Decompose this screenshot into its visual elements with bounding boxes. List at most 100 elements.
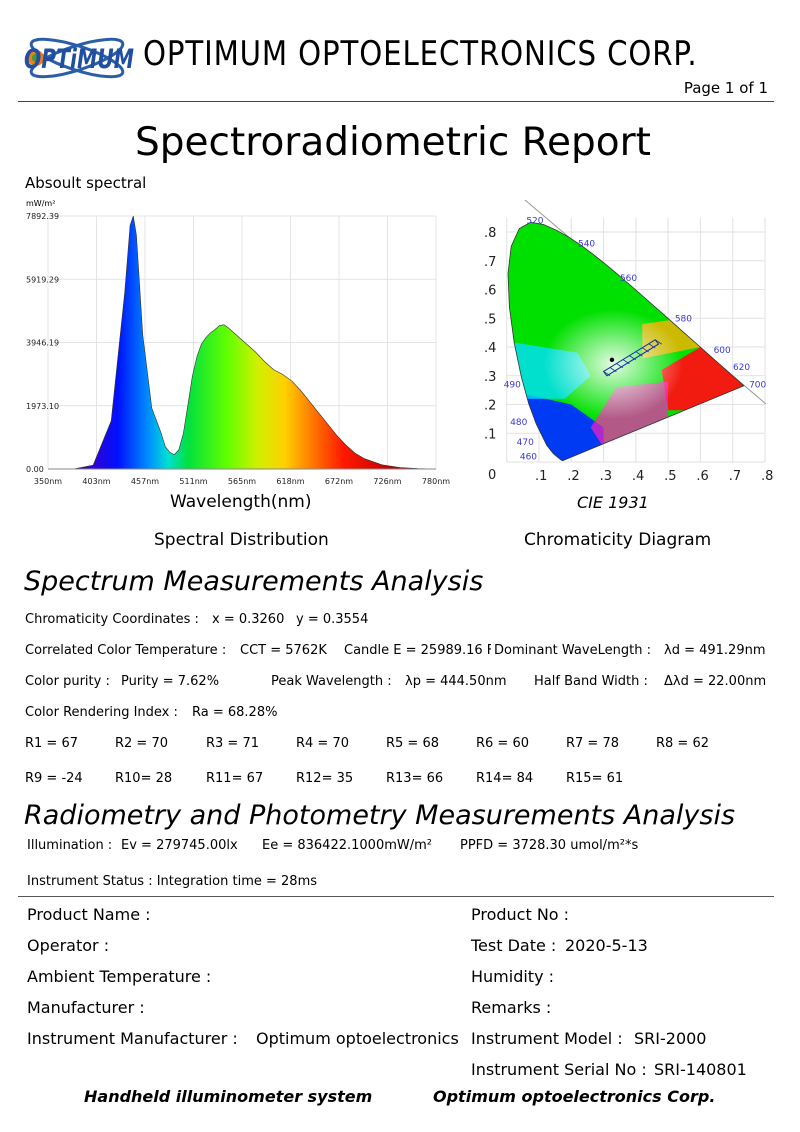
cie-y-tick-label: 0 [488,468,496,483]
r-value: R6 = 60 [476,736,530,751]
r-value: R14= 84 [476,771,534,786]
cie-wavelength-label: 520 [526,217,543,227]
instr-serial-label: Instrument Serial No : [471,1060,647,1079]
halfband-value: Δλd = 22.00nm [664,674,767,689]
dominant-label: Dominant WaveLength : [494,643,651,658]
company-name: OPTIMUM OPTOELECTRONICS CORP. [143,34,698,74]
cie-x-tick-label: .1 [535,469,547,484]
cie-x-tick-label: .7 [729,469,741,484]
logo: OPTiMUM [18,22,136,94]
logo-text: OPTiMUM [24,44,134,75]
spectral-x-tick-label: 511nm [179,477,207,486]
cie-measured-point [609,357,615,363]
spectral-chart: 7892.39 5919.29 3946.19 1973.10 0.00 350nm 40… [26,212,450,486]
ppfd-value: PPFD = 3728.30 umol/m²*s [460,838,639,853]
r-value: R12= 35 [296,771,354,786]
footer-right: Optimum optoelectronics Corp. [433,1087,716,1106]
cie-wavelength-label: 490 [504,380,521,390]
candle-text: Candle E = 25989.16 Fc [344,643,491,658]
r-value: R1 = 67 [25,736,79,751]
candle-value: Candle E = 25989.16 Fc [344,643,491,658]
purity-value: Purity = 7.62% [121,674,220,689]
test-date-value: 2020-5-13 [565,936,648,955]
spectral-locus [507,221,745,461]
halfband-label: Half Band Width : [534,674,648,689]
radiometry-heading: Radiometry and Photometry Measurements A… [24,800,736,831]
planckian-hatch-line [642,347,649,353]
chromaticity-y: y = 0.3554 [296,612,369,627]
cie-y-tick-label: .4 [484,341,496,356]
planckian-hatch-line [629,355,637,361]
cie-wavelength-label: 560 [620,274,637,284]
planckian-hatch [603,339,662,377]
cri-label: Color Rendering Index : [25,705,178,720]
manufacturer-label: Manufacturer : [27,998,145,1017]
cie-y-tick-label: .3 [484,370,496,385]
cie-y-tick-label: .6 [484,284,496,299]
cie-y-tick-label: .2 [484,399,496,414]
r-value: R8 = 62 [656,736,710,751]
instr-model-value: SRI-2000 [634,1029,707,1048]
cri-value: Ra = 68.28% [192,705,278,720]
r-value: R9 = -24 [25,771,83,786]
purity-label: Color purity : [25,674,110,689]
remarks-label: Remarks : [471,998,552,1017]
spectral-y-tick-label: 7892.39 [26,212,59,221]
planckian-band [602,339,660,377]
spectral-x-tick-label: 672nm [325,477,353,486]
r-value: R11= 67 [206,771,264,786]
header-divider [18,101,774,102]
cie-x-tick-label: .5 [664,469,676,484]
cie-caption: Chromaticity Diagram [524,530,712,550]
cie-point [609,357,615,363]
planckian-hatch-line [648,343,656,349]
cie-x-ticks: .1 .2 .3 .4 .5 .6 .7 .8 [535,469,773,484]
chromaticity-label: Chromaticity Coordinates : [25,612,199,627]
spectral-y-tick-label: 3946.19 [26,339,59,348]
cie-wavelength-label: 460 [520,452,537,462]
instrument-status: Instrument Status : Integration time = 2… [27,874,317,889]
instr-manufacturer-value: Optimum optoelectronics [256,1029,459,1048]
cie-x-tick-label: .3 [600,469,612,484]
cie-wavelength-label: 580 [675,314,692,324]
footer-left: Handheld illuminometer system [84,1087,373,1106]
spectral-caption: Spectral Distribution [154,530,329,550]
cie-wavelength-label: 480 [510,418,527,428]
planckian-hatch-line [616,363,624,369]
product-name-label: Product Name : [27,905,151,924]
cie-gamut-fill [508,222,744,461]
cie-x-tick-label: .2 [567,469,579,484]
spectral-x-tick-label: 457nm [131,477,159,486]
humidity-label: Humidity : [471,967,555,986]
spectral-xlabel: Wavelength(nm) [170,492,312,512]
spectral-y-ticks: 7892.39 5919.29 3946.19 1973.10 0.00 [26,212,59,474]
spectral-x-tick-label: 565nm [228,477,256,486]
illumination-label: Illumination : [27,838,113,853]
spectral-y-tick-label: 0.00 [26,465,44,474]
spectral-x-tick-label: 350nm [34,477,62,486]
spectral-x-tick-label: 780nm [422,477,450,486]
r-value: R13= 66 [386,771,444,786]
instr-model-label: Instrument Model : [471,1029,623,1048]
spectral-chart-label: Absoult spectral [25,174,147,192]
planckian-hatch-line [622,359,630,365]
instr-manufacturer-label: Instrument Manufacturer : [27,1029,238,1048]
cie-xlabel: CIE 1931 [577,493,649,512]
planckian-hatch-line [655,339,662,345]
page-number: Page 1 of 1 [683,79,768,97]
spectral-x-tick-label: 618nm [276,477,304,486]
cie-wavelength-label: 540 [578,240,595,250]
cie-wavelength-label: 600 [714,346,731,356]
planckian-hatch-line [635,351,643,357]
r-value: R10= 28 [115,771,173,786]
cie-wavelength-label: 620 [733,363,750,373]
r-value: R7 = 78 [566,736,620,751]
spectral-area [47,215,437,470]
r-value: R5 = 68 [386,736,440,751]
planckian-hatch-line [603,371,611,377]
r-value: R4 = 70 [296,736,350,751]
spectrum-heading: Spectrum Measurements Analysis [24,566,484,597]
cie-x-tick-label: .6 [696,469,708,484]
